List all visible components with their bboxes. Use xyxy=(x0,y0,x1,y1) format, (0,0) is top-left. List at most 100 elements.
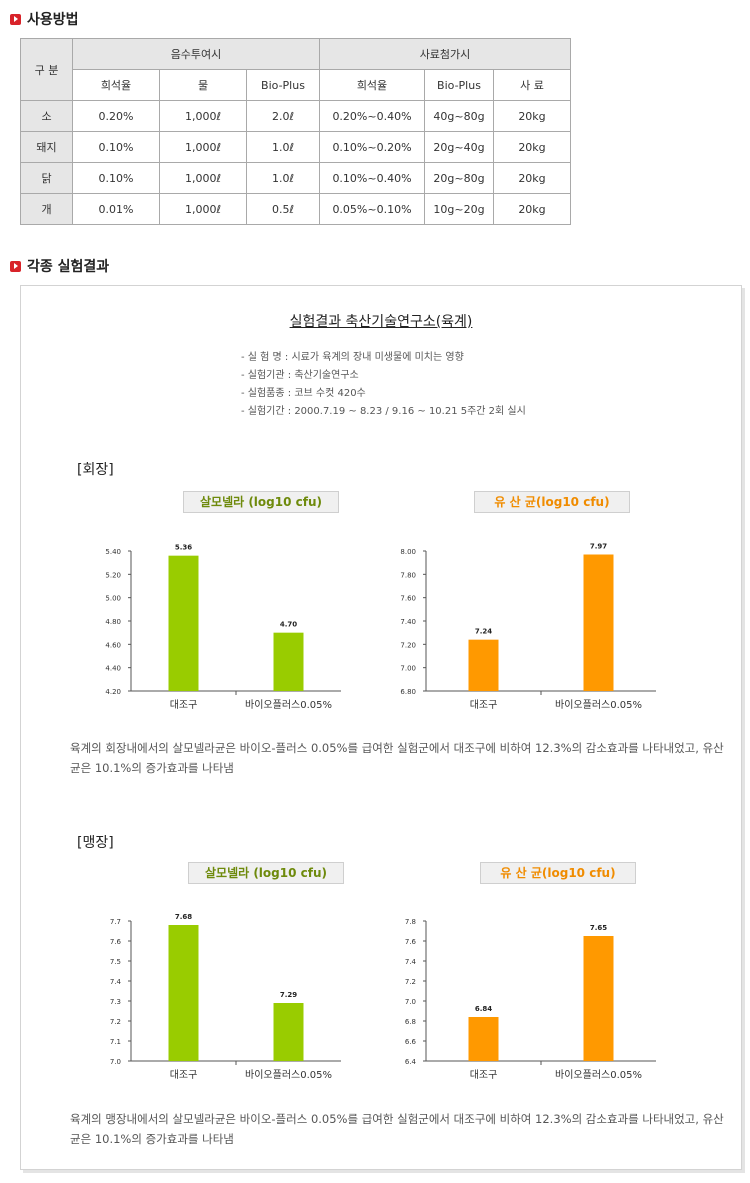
bar-value-label: 5.36 xyxy=(175,544,192,552)
bar-value-label: 7.29 xyxy=(280,991,297,999)
usage-title-text: 사용방법 xyxy=(27,12,79,28)
table-cell: 1,000ℓ xyxy=(159,193,247,225)
table-cell: 0.10% xyxy=(72,131,160,163)
x-category-label: 대조구 xyxy=(470,1069,498,1081)
header-category: 구 분 xyxy=(20,38,73,101)
bar xyxy=(468,639,499,691)
bar xyxy=(273,1003,304,1061)
section-heading-ileum: [회장] xyxy=(77,462,114,478)
y-tick-label: 7.00 xyxy=(400,665,416,673)
table-cell: 0.05%~0.10% xyxy=(319,193,425,225)
y-tick-label: 5.00 xyxy=(105,595,121,603)
results-title-text: 각종 실험결과 xyxy=(27,259,110,275)
meta-line: - 실험기관 : 축산기술연구소 xyxy=(241,370,359,381)
table-cell: 20kg xyxy=(493,193,571,225)
y-tick-label: 7.4 xyxy=(405,958,417,966)
row-label: 돼지 xyxy=(20,131,73,163)
y-tick-label: 4.60 xyxy=(105,641,121,649)
table-cell: 0.20%~0.40% xyxy=(319,100,425,132)
x-category-label: 대조구 xyxy=(170,1069,198,1081)
experiment-meta: - 실 험 명 : 시료가 육계의 장내 미생물에 미치는 영향 - 실험기관 … xyxy=(241,349,526,421)
usage-table: 구 분 음수투여시 사료첨가시 희석율 물 Bio-Plus 희석율 Bio-P… xyxy=(20,38,571,225)
table-cell: 0.10%~0.20% xyxy=(319,131,425,163)
table-cell: 1.0ℓ xyxy=(246,131,320,163)
y-tick-label: 6.6 xyxy=(405,1038,417,1046)
meta-line: - 실험품종 : 코브 수컷 420수 xyxy=(241,388,366,399)
legend-lactobacillus: 유 산 균(log10 cfu) xyxy=(480,862,636,884)
bar-value-label: 4.70 xyxy=(280,621,297,629)
y-tick-label: 7.4 xyxy=(110,978,122,986)
y-tick-label: 7.8 xyxy=(405,918,416,926)
x-category-label: 바이오플러스0.05% xyxy=(555,699,642,711)
table-cell: 0.5ℓ xyxy=(246,193,320,225)
bar xyxy=(583,554,614,691)
table-cell: 20g~80g xyxy=(424,162,494,194)
x-category-label: 바이오플러스0.05% xyxy=(555,1069,642,1081)
x-category-label: 바이오플러스0.05% xyxy=(245,1069,332,1081)
y-tick-label: 7.5 xyxy=(110,958,121,966)
bar-value-label: 7.97 xyxy=(590,543,607,551)
meta-line: - 실 험 명 : 시료가 육계의 장내 미생물에 미치는 영향 xyxy=(241,352,464,363)
legend-salmonella: 살모넬라 (log10 cfu) xyxy=(183,491,339,513)
table-cell: 2.0ℓ xyxy=(246,100,320,132)
legend-lactobacillus: 유 산 균(log10 cfu) xyxy=(474,491,630,513)
table-cell: 10g~20g xyxy=(424,193,494,225)
bar xyxy=(168,555,199,691)
results-panel: 실험결과 축산기술연구소(육계) - 실 험 명 : 시료가 육계의 장내 미생… xyxy=(20,285,742,1170)
table-cell: 0.20% xyxy=(72,100,160,132)
conclusion-cecum: 육계의 맹장내에서의 살모넬라균은 바이오-플러스 0.05%를 급여한 실험군… xyxy=(70,1112,724,1146)
y-tick-label: 7.20 xyxy=(400,641,416,649)
bullet-arrow-icon xyxy=(10,260,21,272)
y-tick-label: 7.40 xyxy=(400,618,416,626)
header-water: 음수투여시 xyxy=(72,38,320,70)
bar-value-label: 7.65 xyxy=(590,924,607,932)
section-heading-cecum: [맹장] xyxy=(77,835,114,851)
y-tick-label: 7.6 xyxy=(405,938,417,946)
panel-title: 실험결과 축산기술연구소(육계) xyxy=(21,311,741,331)
bar xyxy=(273,632,304,691)
row-label: 닭 xyxy=(20,162,73,194)
x-category-label: 대조구 xyxy=(470,699,498,711)
chart-ileum-salmonella: 4.20 4.40 4.60 4.80 5.00 5.20 5.40 5.36 대조구 4.70 바… xyxy=(105,544,341,711)
y-tick-label: 7.0 xyxy=(110,1058,121,1066)
y-tick-label: 7.6 xyxy=(110,938,122,946)
legend-salmonella: 살모넬라 (log10 cfu) xyxy=(188,862,344,884)
table-row: 개 0.01% 1,000ℓ 0.5ℓ 0.05%~0.10% 10g~20g … xyxy=(20,193,571,225)
subheader: Bio-Plus xyxy=(246,69,320,101)
table-row: 닭 0.10% 1,000ℓ 1.0ℓ 0.10%~0.40% 20g~80g … xyxy=(20,162,571,194)
y-tick-label: 7.2 xyxy=(405,978,416,986)
panel-title-text: 실험결과 축산기술연구소(육계) xyxy=(289,314,473,330)
y-tick-label: 6.80 xyxy=(400,688,416,696)
y-tick-label: 4.20 xyxy=(105,688,121,696)
subheader: 사 료 xyxy=(493,69,571,101)
y-tick-label: 7.2 xyxy=(110,1018,121,1026)
table-cell: 0.01% xyxy=(72,193,160,225)
y-tick-label: 4.40 xyxy=(105,665,121,673)
table-cell: 20kg xyxy=(493,131,571,163)
bar-value-label: 7.24 xyxy=(475,628,492,636)
y-tick-label: 7.3 xyxy=(110,998,121,1006)
y-tick-label: 7.0 xyxy=(405,998,416,1006)
conclusion-ileum: 육계의 회장내에서의 살모넬라균은 바이오-플러스 0.05%를 급여한 실험군… xyxy=(70,741,724,775)
table-cell: 20g~40g xyxy=(424,131,494,163)
table-cell: 1,000ℓ xyxy=(159,131,247,163)
table-cell: 20kg xyxy=(493,162,571,194)
subheader: 물 xyxy=(159,69,247,101)
meta-line: - 실험기간 : 2000.7.19 ~ 8.23 / 9.16 ~ 10.21… xyxy=(241,406,526,417)
table-cell: 20kg xyxy=(493,100,571,132)
row-label: 소 xyxy=(20,100,73,132)
table-cell: 1,000ℓ xyxy=(159,162,247,194)
y-tick-label: 7.7 xyxy=(110,918,121,926)
table-row: 돼지 0.10% 1,000ℓ 1.0ℓ 0.10%~0.20% 20g~40g… xyxy=(20,131,571,163)
table-cell: 1.0ℓ xyxy=(246,162,320,194)
y-tick-label: 7.60 xyxy=(400,595,416,603)
y-tick-label: 6.8 xyxy=(405,1018,416,1026)
y-tick-label: 5.20 xyxy=(105,571,121,579)
bar-value-label: 6.84 xyxy=(475,1005,492,1013)
table-cell: 1,000ℓ xyxy=(159,100,247,132)
x-category-label: 바이오플러스0.05% xyxy=(245,699,332,711)
table-cell: 0.10%~0.40% xyxy=(319,162,425,194)
chart-cecum-salmonella: 7.0 7.1 7.2 7.3 7.4 7.5 7.6 7.7 7.68 대조구 7.29 바이오플러… xyxy=(110,913,341,1081)
row-label: 개 xyxy=(20,193,73,225)
bar xyxy=(168,925,199,1061)
